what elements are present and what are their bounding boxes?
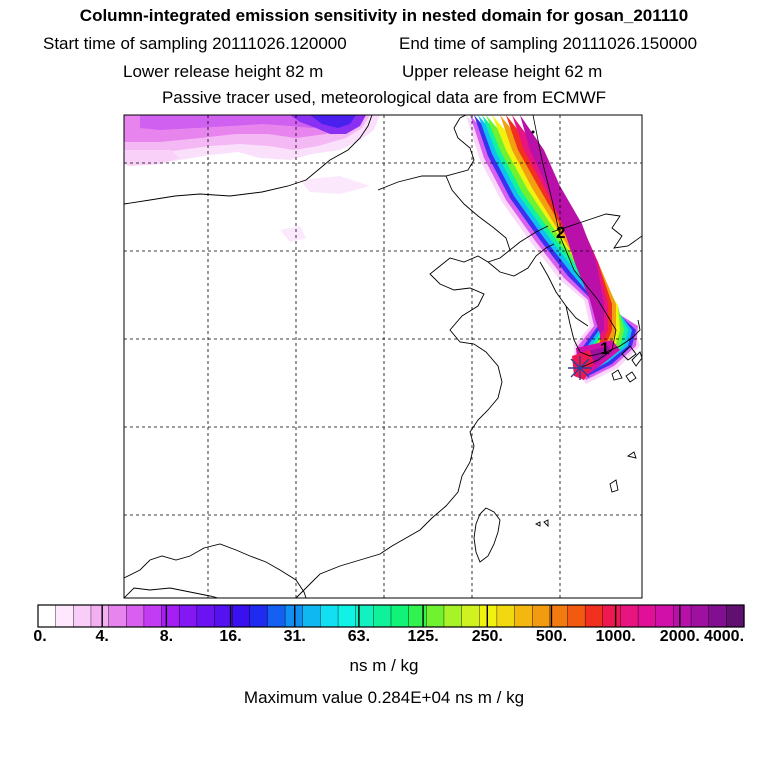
- star-icon: [568, 356, 592, 380]
- colorbar-cell: [143, 604, 163, 628]
- colorbar-cell: [231, 604, 251, 628]
- trajectory-marker-1: 1: [600, 339, 609, 358]
- colorbar-cell: [267, 604, 286, 628]
- colorbar-cell: [690, 604, 710, 628]
- colorbar-tick-label: 4000.: [703, 628, 745, 645]
- lat-lon-grid: [124, 115, 642, 598]
- colorbar-cell: [426, 604, 445, 628]
- trajectory-marker-2: 2: [556, 223, 565, 242]
- colorbar-cell: [302, 604, 321, 628]
- colorbar-cell: [390, 604, 410, 628]
- sensitivity-plume: [466, 115, 640, 384]
- colorbar-cell: [620, 604, 639, 628]
- start-time-label: Start time of sampling 20111026.120000: [43, 34, 347, 53]
- upper-release-label: Upper release height 62 m: [402, 62, 603, 81]
- colorbar-cell: [108, 604, 127, 628]
- colorbar-cell: [90, 604, 110, 628]
- colorbar-tick-label: 1000.: [595, 628, 636, 645]
- colorbar-tick-label: 8.: [159, 628, 174, 645]
- colorbar-cells: [37, 604, 745, 628]
- colorbar-cell: [320, 604, 339, 628]
- colorbar-cell: [496, 604, 516, 628]
- colorbar-tick-label: 16.: [219, 628, 242, 645]
- colorbar-cell: [37, 604, 57, 628]
- colorbar-cell: [408, 604, 427, 628]
- colorbar-cell: [673, 604, 692, 628]
- map-plot-area: [124, 115, 642, 598]
- colorbar-cell: [637, 604, 657, 628]
- colorbar-cell: [249, 604, 269, 628]
- colorbar-cell: [549, 604, 569, 628]
- trajectory-line: [532, 115, 617, 369]
- colorbar-units: ns m / kg: [349, 656, 419, 675]
- colorbar-frame: [37, 604, 745, 628]
- end-time-label: End time of sampling 20111026.150000: [399, 34, 698, 53]
- colorbar-cell: [532, 604, 551, 628]
- colorbar-tick-label: 2000.: [659, 628, 700, 645]
- maximum-value-label: Maximum value 0.284E+04 ns m / kg: [243, 688, 525, 707]
- lower-release-label: Lower release height 82 m: [123, 62, 324, 81]
- colorbar-tick-label: 4.: [95, 628, 109, 645]
- colorbar-cell: [178, 604, 198, 628]
- colorbar-cell: [602, 604, 622, 628]
- colorbar-cell: [337, 604, 357, 628]
- colorbar-cell: [708, 604, 727, 628]
- map-frame: [123, 114, 643, 599]
- colorbar-cell: [461, 604, 480, 628]
- colorbar-cell: [567, 604, 586, 628]
- colorbar-tick-label: 63.: [347, 628, 371, 645]
- colorbar-cell: [196, 604, 216, 628]
- colorbar-cell: [726, 604, 745, 628]
- colorbar-cell: [73, 604, 92, 628]
- colorbar-cell: [126, 604, 145, 628]
- tracer-note: Passive tracer used, meteorological data…: [161, 88, 607, 107]
- colorbar-cell: [214, 604, 233, 628]
- colorbar-cell: [655, 604, 674, 628]
- colorbar-ticks: [101, 605, 681, 627]
- colorbar-tick-label: 250.: [471, 628, 503, 645]
- colorbar-tick-label: 500.: [535, 628, 568, 645]
- colorbar-tick-label: 125.: [407, 628, 439, 645]
- colorbar-tick-label: 0.: [33, 628, 47, 645]
- colorbar-cell: [443, 604, 463, 628]
- trajectory-point: [531, 130, 535, 134]
- colorbar-tick-label: 31.: [283, 628, 306, 645]
- colorbar-cell: [584, 604, 604, 628]
- colorbar-cell: [55, 604, 74, 628]
- colorbar-cell: [479, 604, 498, 628]
- coastlines: [124, 115, 642, 598]
- plot-title: Column-integrated emission sensitivity i…: [79, 6, 689, 25]
- northwest-sensitivity-patch: [124, 115, 380, 242]
- colorbar-cell: [373, 604, 392, 628]
- colorbar-cell: [514, 604, 533, 628]
- colorbar-cell: [161, 604, 180, 628]
